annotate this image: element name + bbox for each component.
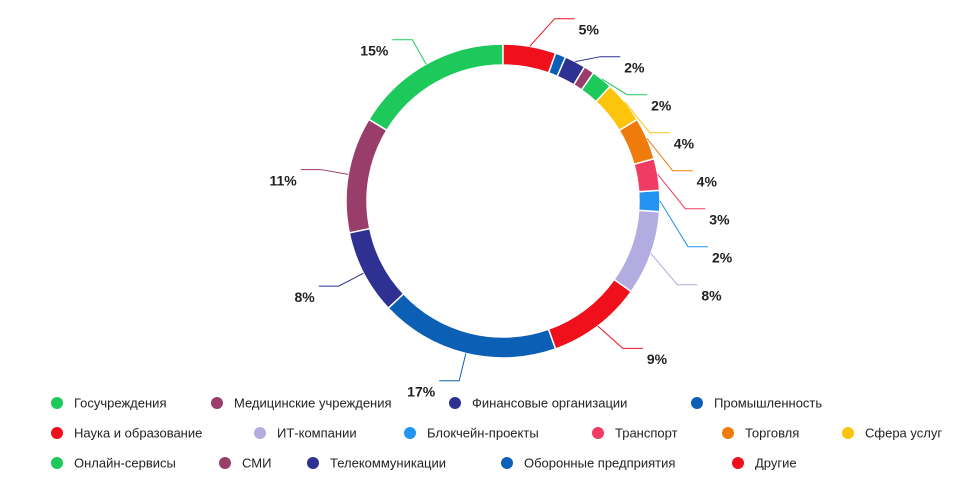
- legend-label: Промышленность: [714, 395, 822, 410]
- data-label: 8%: [295, 289, 316, 305]
- legend-marker: [592, 427, 604, 439]
- legend-marker: [449, 397, 461, 409]
- legend-label: Транспорт: [615, 425, 678, 440]
- leader-line: [601, 78, 648, 96]
- legend-label: ИТ-компании: [277, 425, 357, 440]
- legend-marker: [732, 457, 744, 469]
- data-label: 4%: [697, 173, 718, 189]
- data-label: 8%: [701, 287, 722, 303]
- legend-marker: [254, 427, 266, 439]
- data-label: 17%: [407, 383, 436, 399]
- leader-line: [318, 272, 364, 287]
- legend-marker: [722, 427, 734, 439]
- donut-segment: [502, 43, 557, 74]
- data-label: 4%: [674, 135, 695, 151]
- legend-label: Другие: [755, 455, 797, 470]
- legend-marker: [307, 457, 319, 469]
- data-label: 2%: [712, 249, 733, 265]
- legend-label: Оборонные предприятия: [524, 455, 675, 470]
- data-label: 9%: [647, 351, 668, 367]
- donut-segment: [345, 118, 388, 234]
- legend-label: Наука и образование: [74, 425, 202, 440]
- legend-marker: [404, 427, 416, 439]
- leader-line: [529, 18, 575, 47]
- legend-label: Финансовые организации: [472, 395, 627, 410]
- legend-label: Торговля: [745, 425, 799, 440]
- donut-segment: [367, 43, 504, 132]
- data-label: 15%: [360, 42, 389, 58]
- leader-line: [597, 325, 643, 349]
- legend-marker: [691, 397, 703, 409]
- legend-label: Онлайн-сервисы: [74, 455, 176, 470]
- donut-segment: [637, 189, 661, 213]
- legend-label: СМИ: [242, 455, 271, 470]
- data-label: 2%: [624, 59, 645, 75]
- legend-label: Медицинские учреждения: [234, 395, 392, 410]
- legend-label: Телекоммуникации: [330, 455, 446, 470]
- data-label: 2%: [651, 97, 672, 113]
- leader-line: [575, 56, 621, 63]
- donut-segment: [613, 209, 661, 293]
- data-label: 5%: [579, 21, 600, 37]
- data-label: 11%: [269, 172, 297, 188]
- data-label: 3%: [709, 211, 730, 227]
- legend-label: Блокчейн-проекты: [427, 425, 539, 440]
- leader-line: [659, 200, 708, 248]
- donut-segment: [547, 278, 633, 350]
- legend-marker: [219, 457, 231, 469]
- legend-marker: [211, 397, 223, 409]
- legend-marker: [501, 457, 513, 469]
- legend-marker: [51, 457, 63, 469]
- leader-line: [300, 169, 349, 175]
- donut-segment: [348, 227, 405, 310]
- leader-line: [392, 39, 427, 65]
- leader-line: [650, 253, 698, 286]
- leader-line: [439, 353, 467, 382]
- legend-label: Сфера услуг: [865, 425, 942, 440]
- donut-segment: [387, 292, 557, 359]
- leader-line: [646, 138, 693, 172]
- legend-label: Госучреждения: [74, 395, 166, 410]
- legend-marker: [51, 397, 63, 409]
- legend-marker: [842, 427, 854, 439]
- leader-line: [624, 101, 670, 134]
- leader-line: [657, 174, 706, 210]
- legend-marker: [51, 427, 63, 439]
